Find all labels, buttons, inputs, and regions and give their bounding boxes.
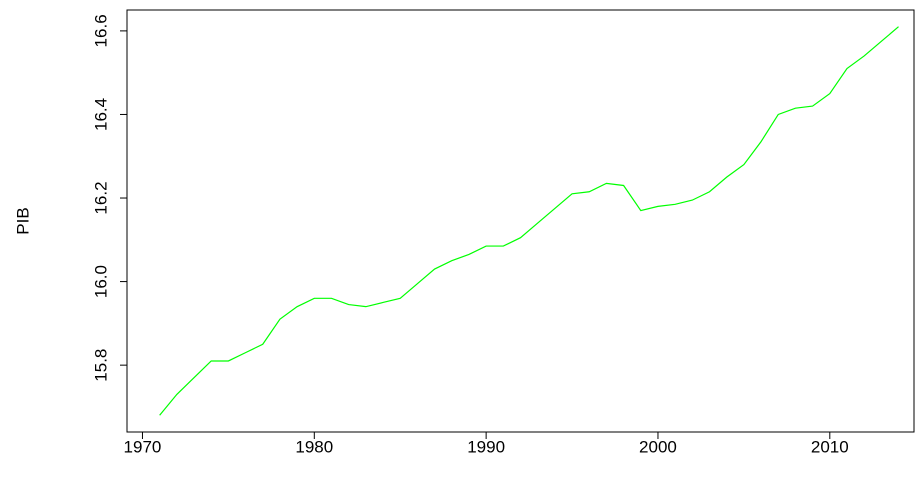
y-tick-label: 16.6	[91, 14, 110, 47]
y-axis-label: PIB	[13, 207, 32, 234]
line-series	[159, 26, 899, 416]
x-tick-label: 2000	[639, 437, 677, 456]
plot-box	[126, 9, 915, 433]
x-tick-label: 1980	[295, 437, 333, 456]
y-tick-label: 16.0	[91, 265, 110, 298]
x-tick-label: 2010	[811, 437, 849, 456]
x-tick-label: 1990	[467, 437, 505, 456]
y-tick-label: 16.4	[91, 98, 110, 131]
x-tick-label: 1970	[124, 437, 162, 456]
y-tick-label: 15.8	[91, 349, 110, 382]
y-tick-label: 16.2	[91, 181, 110, 214]
